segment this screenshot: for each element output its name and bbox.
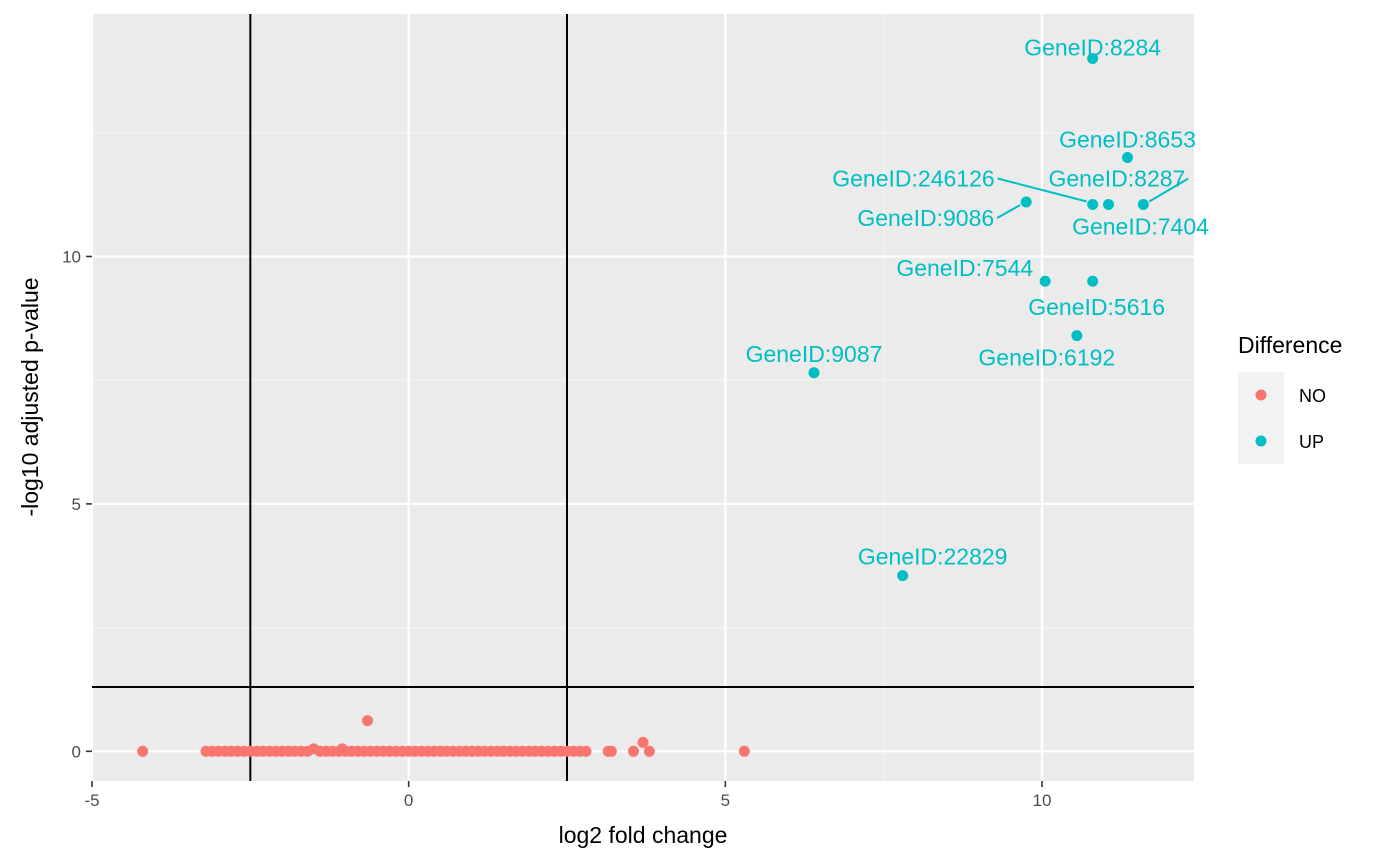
y-tick-label: 5: [72, 495, 81, 514]
data-point-up: [1087, 275, 1099, 287]
gene-label: GeneID:8284: [1024, 35, 1161, 61]
x-tick-label: 0: [404, 791, 413, 810]
data-point-up: [1137, 199, 1149, 211]
data-point-no: [362, 715, 373, 727]
gene-label: GeneID:5616: [1028, 294, 1165, 320]
label-leader-lines: [996, 177, 1189, 219]
data-point-up: [1087, 199, 1099, 211]
x-tick-label: 5: [721, 791, 730, 810]
data-point-up: [808, 367, 820, 379]
legend-label-no: NO: [1299, 386, 1326, 406]
threshold-lines: [92, 14, 1194, 781]
gene-label: GeneID:8653: [1059, 127, 1196, 153]
gene-label: GeneID:22829: [858, 544, 1008, 570]
y-axis-title: -log10 adjusted p-value: [17, 277, 43, 516]
data-point-no: [637, 736, 649, 748]
x-tick-label: -5: [84, 791, 99, 810]
data-point-up: [897, 570, 909, 582]
leader-line: [1148, 177, 1189, 203]
data-point-up: [1039, 275, 1051, 287]
data-point-up: [1071, 330, 1083, 342]
data-point-no: [605, 745, 617, 757]
leader-line: [996, 204, 1021, 219]
y-axis: 0 5 10: [62, 247, 92, 761]
data-point-up: [1103, 199, 1114, 211]
gene-label: GeneID:7544: [896, 255, 1033, 281]
leader-line: [997, 177, 1087, 203]
legend: Difference NO UP: [1238, 332, 1342, 464]
gene-label: GeneID:6192: [978, 345, 1115, 371]
gene-label: GeneID:7404: [1072, 214, 1209, 240]
gene-label: GeneID:9086: [857, 205, 994, 231]
data-point-up: [1020, 196, 1032, 208]
data-point-no: [580, 745, 592, 757]
x-tick-label: 10: [1033, 791, 1052, 810]
legend-label-up: UP: [1299, 432, 1324, 452]
gene-label: GeneID:246126: [832, 166, 994, 192]
legend-key-no: [1255, 389, 1267, 401]
gene-label: GeneID:8287: [1049, 166, 1186, 192]
data-point-no: [738, 745, 750, 757]
legend-key-up: [1255, 435, 1267, 447]
gene-labels: GeneID:8284 GeneID:8653 GeneID:246126 GeneI…: [746, 35, 1210, 570]
data-point-no: [628, 745, 639, 757]
y-tick-label: 0: [72, 742, 81, 761]
panel-background: [92, 14, 1194, 781]
x-axis-title: log2 fold change: [559, 822, 728, 848]
data-point-no: [643, 745, 655, 757]
data-point-up: [1087, 53, 1099, 65]
legend-title: Difference: [1238, 332, 1342, 358]
data-points: [137, 53, 1149, 757]
data-point-no: [137, 745, 149, 757]
y-tick-label: 10: [62, 247, 81, 266]
data-point-up: [1122, 152, 1133, 164]
gene-label: GeneID:9087: [746, 341, 883, 367]
x-axis: -5 0 5 10: [84, 781, 1051, 810]
